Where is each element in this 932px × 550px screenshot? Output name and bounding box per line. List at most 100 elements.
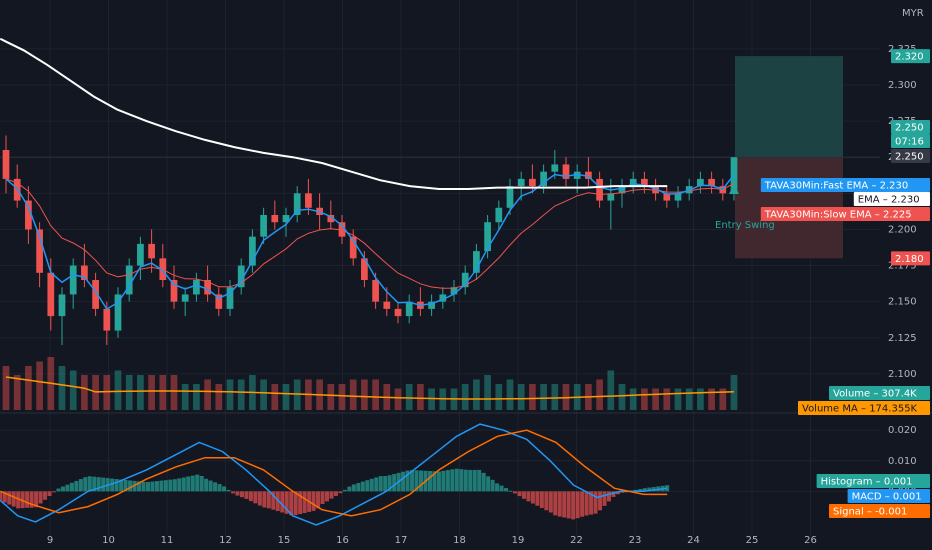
histogram-bar (495, 483, 500, 492)
histogram-bar (177, 478, 182, 492)
volume-bar (517, 384, 525, 410)
candle-body (148, 243, 155, 259)
histogram-bar (584, 491, 589, 516)
candle-body (137, 243, 144, 266)
histogram-bar (526, 491, 531, 502)
volume-bar (226, 379, 234, 410)
volume-bar (170, 375, 178, 410)
volume-bar (69, 370, 77, 410)
x-tick-label: 18 (453, 535, 466, 546)
histogram-bar (11, 491, 16, 507)
candle-body (405, 301, 413, 317)
candle-body (697, 178, 704, 187)
candle-body (282, 215, 290, 223)
candle-body (562, 164, 570, 179)
entry-price-badge-bg (891, 149, 930, 163)
candle-body (674, 193, 682, 201)
histogram-bar (436, 471, 441, 492)
histogram-bar (535, 491, 540, 506)
histogram-bar (481, 472, 486, 492)
histogram-bar (141, 481, 146, 492)
volume-bar (674, 388, 682, 410)
indicator-lines (0, 37, 739, 311)
volume-bar (237, 379, 245, 410)
candle-body (394, 308, 402, 317)
volume-bar (204, 379, 211, 410)
countdown-badge-bg (891, 134, 930, 148)
macd-badge-bg (847, 489, 930, 503)
candle-body (495, 207, 503, 223)
countdown-badge: 07:16 (895, 137, 924, 148)
candle-body (103, 308, 111, 331)
x-tick-label: 12 (219, 535, 232, 546)
candle-body (193, 280, 200, 295)
entry-price-badge: 2.250 (895, 152, 924, 163)
volume-bar (260, 379, 267, 410)
volume-bar (81, 375, 88, 410)
histogram-bar (566, 491, 571, 519)
candle-body (36, 229, 43, 273)
histogram-bar (47, 491, 52, 497)
histogram-bar (92, 476, 97, 492)
entry-swing-label: Entry Swing (715, 220, 775, 231)
histogram-bar (159, 480, 164, 492)
candle-body (383, 301, 391, 309)
histogram-bar (195, 474, 200, 492)
candle-body (204, 280, 211, 295)
histogram-bar (0, 491, 3, 501)
histogram-bar (320, 491, 325, 505)
candle-body (47, 272, 55, 317)
histogram-bar (38, 491, 43, 504)
candle-body (641, 178, 648, 187)
histogram-bar (248, 491, 253, 502)
macd-y-tick-label: 0.020 (888, 425, 917, 436)
volume-bar (148, 375, 155, 410)
x-tick-label: 10 (102, 535, 115, 546)
candle-body (473, 251, 480, 273)
volume-bar (159, 375, 167, 410)
histogram-bar (280, 491, 285, 513)
volume-bar (394, 388, 402, 410)
histogram-bar (571, 491, 576, 520)
volume-bar (461, 384, 469, 410)
candle-body (327, 215, 335, 223)
x-tick-label: 24 (687, 535, 700, 546)
stop-price-badge-bg (891, 251, 930, 266)
volume-bar (618, 384, 626, 410)
candle-body (461, 272, 469, 288)
histogram-bar (347, 486, 352, 492)
histogram-bar (51, 491, 56, 493)
candle-body (551, 164, 559, 172)
volume-bar (473, 379, 480, 410)
histogram-bar (257, 491, 262, 506)
volume-bar (540, 384, 547, 410)
volume-bar (405, 384, 413, 410)
signal-badge-bg (829, 504, 930, 518)
volume-bar (596, 379, 603, 410)
x-tick-label: 15 (278, 535, 291, 546)
x-tick-label: 16 (336, 535, 349, 546)
x-tick-label: 25 (746, 535, 759, 546)
candle-body (529, 178, 536, 187)
histogram-bar (69, 482, 74, 492)
histogram-bar (387, 475, 392, 492)
entry-marker (729, 184, 739, 194)
histogram-bar (333, 491, 338, 496)
histogram-bar (383, 476, 388, 492)
volume-bar (114, 370, 122, 410)
histogram-bar (231, 491, 236, 494)
candle-body (663, 193, 671, 201)
volume-bar (641, 388, 648, 410)
volume-bar (719, 388, 727, 410)
candle-body (484, 222, 491, 252)
histogram-bar (468, 469, 473, 492)
candle-body (114, 294, 122, 331)
histogram-bar (244, 491, 249, 499)
histogram-bar (145, 482, 150, 492)
x-tick-label: 26 (804, 535, 817, 546)
histogram-bar (329, 491, 334, 499)
histogram-bar (34, 491, 39, 508)
histogram-bar (598, 491, 603, 511)
slow-ema-badge: TAVA30Min:Slow EMA – 2.225 (764, 210, 912, 221)
histogram-bar (110, 478, 115, 492)
